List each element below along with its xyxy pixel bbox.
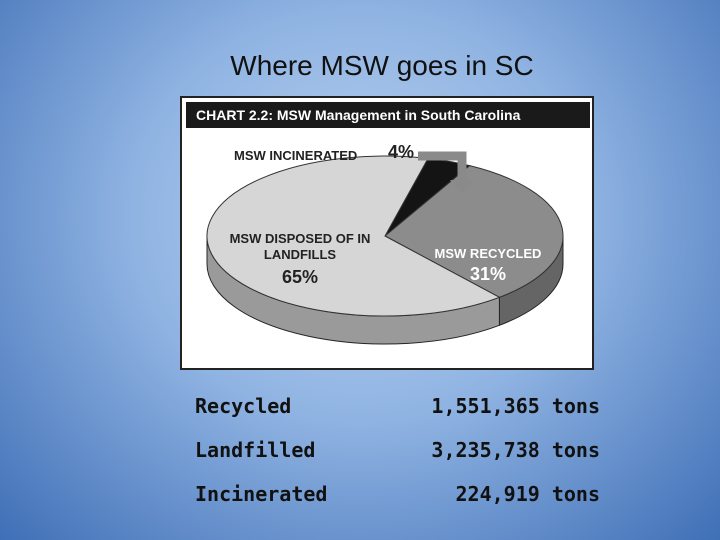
value-label: 65% [281,267,319,287]
pie-slice [206,155,501,317]
value-label: 4% [388,142,415,162]
slice-label: MSW RECYCLED [434,246,542,261]
table-amount: 3,235,738 tons [431,438,600,462]
table-amount: 224,919 tons [455,482,601,506]
chart-title: CHART 2.2: MSW Management in South Carol… [186,102,590,128]
arrow-head [450,180,474,194]
slice-label: MSW DISPOSED OF IN LANDFILLS [229,231,371,262]
slice-label: MSW INCINERATED [234,148,358,163]
table-amount: 1,551,365 tons [431,394,600,418]
table-label: Landfilled [195,438,316,462]
table-label: Incinerated [195,482,328,506]
pie-slice [384,165,564,298]
arrow [418,151,467,182]
slide-title: Where MSW goes in SC [230,50,534,81]
table-label: Recycled [195,394,292,418]
value-label: 31% [469,264,507,284]
